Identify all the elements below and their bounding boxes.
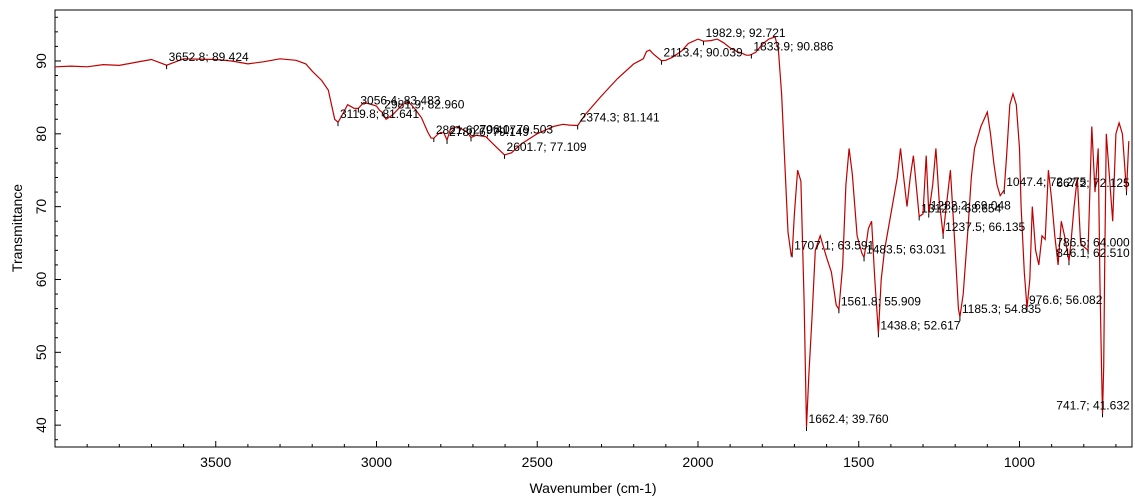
peak-annotation: 1312.0; 68.654 [918, 201, 1002, 221]
annotation-label: 3119.8; 81.641 [340, 107, 420, 121]
annotation-label: 667.2; 72.125 [1056, 176, 1130, 190]
peak-annotation: 1662.4; 39.760 [806, 412, 889, 431]
peak-annotation: 1047.4; 72.275 [1003, 175, 1087, 195]
x-tick-label: 1000 [1004, 454, 1035, 470]
annotation-label: 1982.9; 92.721 [705, 26, 785, 40]
x-axis-ticks: 3500 3000 2500 2000 1500 1000 [86, 441, 1117, 470]
annotation-label: 1312.0; 68.654 [921, 201, 1001, 215]
annotation-label: 1282.2; 69.048 [931, 199, 1011, 213]
annotation-label: 3652.8; 89.424 [169, 50, 249, 64]
x-tick-label: 3000 [361, 454, 392, 470]
spectrum-line [55, 36, 1130, 427]
annotation-label: 2113.4; 90.039 [664, 46, 744, 60]
annotation-label: 846.1; 62.510 [1056, 246, 1130, 260]
peak-annotation: 3652.8; 89.424 [166, 50, 249, 70]
peak-annotation: 2821.6; 79.417 [433, 123, 516, 143]
annotation-label: 1047.4; 72.275 [1006, 175, 1086, 189]
peak-annotation: 976.6; 56.082 [1026, 293, 1103, 313]
annotation-label: 1707.1; 63.591 [794, 238, 874, 252]
x-tick-label: 2000 [682, 454, 713, 470]
annotation-label: 1561.8; 55.909 [841, 294, 921, 308]
annotation-label: 1662.4; 39.760 [809, 412, 889, 426]
peak-annotation: 741.7; 41.632 [1056, 398, 1130, 418]
y-tick-label: 40 [33, 417, 49, 433]
annotation-label: 3056.4; 83.483 [360, 93, 440, 107]
peak-annotation: 1438.8; 52.617 [877, 318, 961, 338]
peak-annotation: 2374.3; 81.141 [577, 111, 660, 130]
peak-annotation: 3056.4; 83.483 [357, 93, 441, 113]
x-tick-label: 2500 [522, 454, 553, 470]
peak-annotation: 2113.4; 90.039 [661, 46, 744, 65]
y-axis-title: Transmittance [9, 184, 25, 272]
peak-annotation: 1982.9; 92.721 [702, 26, 786, 46]
peak-annotation: 3119.8; 81.641 [337, 107, 420, 127]
y-tick-label: 50 [33, 344, 49, 360]
annotation-label: 2706.0; 79.503 [473, 122, 553, 136]
y-axis-ticks: 90 80 70 60 50 40 [33, 16, 61, 441]
peak-annotation: 667.2; 72.125 [1056, 176, 1130, 196]
annotation-label: 2780.6; 79.149 [449, 125, 529, 139]
peak-annotation: 1282.2; 69.048 [928, 199, 1011, 218]
annotation-label: 1185.3; 54.835 [962, 302, 1042, 316]
peak-annotation: 1707.1; 63.591 [791, 238, 875, 258]
annotation-label: 976.6; 56.082 [1029, 293, 1103, 307]
peak-annotation: 1483.5; 63.031 [863, 242, 946, 262]
peak-annotation: 1561.8; 55.909 [838, 294, 921, 314]
y-tick-label: 90 [33, 53, 49, 69]
plot-frame [54, 9, 1133, 448]
y-tick-label: 60 [33, 271, 49, 287]
annotation-label: 1833.9; 90.886 [753, 40, 833, 54]
y-tick-label: 70 [33, 199, 49, 215]
y-tick-label: 80 [33, 126, 49, 142]
peak-annotation: 1185.3; 54.835 [959, 302, 1042, 322]
annotation-label: 1483.5; 63.031 [866, 242, 946, 256]
annotation-label: 1237.5; 66.135 [945, 220, 1025, 234]
peak-annotation: 846.1; 62.510 [1056, 246, 1130, 266]
peak-annotation: 1833.9; 90.886 [750, 40, 834, 59]
x-tick-label: 1500 [843, 454, 874, 470]
annotation-label: 1438.8; 52.617 [880, 318, 960, 332]
annotation-label: 2821.6; 79.417 [436, 123, 516, 137]
annotation-label: 2601.7; 77.109 [507, 140, 587, 154]
annotation-label: 2981.9; 82.960 [384, 97, 464, 111]
x-axis-title: Wavenumber (cm-1) [529, 480, 656, 496]
annotation-label: 2374.3; 81.141 [580, 111, 660, 125]
peak-annotation: 2981.9; 82.960 [381, 97, 465, 117]
annotation-label: 741.7; 41.632 [1056, 398, 1130, 412]
peak-annotation: 2706.0; 79.503 [470, 122, 553, 142]
peak-annotation: 1237.5; 66.135 [942, 220, 1026, 239]
annotation-label: 786.5; 64.000 [1056, 235, 1130, 249]
peak-annotation: 2780.6; 79.149 [446, 125, 529, 145]
peak-annotation: 2601.7; 77.109 [504, 140, 587, 159]
peak-annotation: 786.5; 64.000 [1056, 235, 1130, 255]
x-tick-label: 3500 [200, 454, 231, 470]
